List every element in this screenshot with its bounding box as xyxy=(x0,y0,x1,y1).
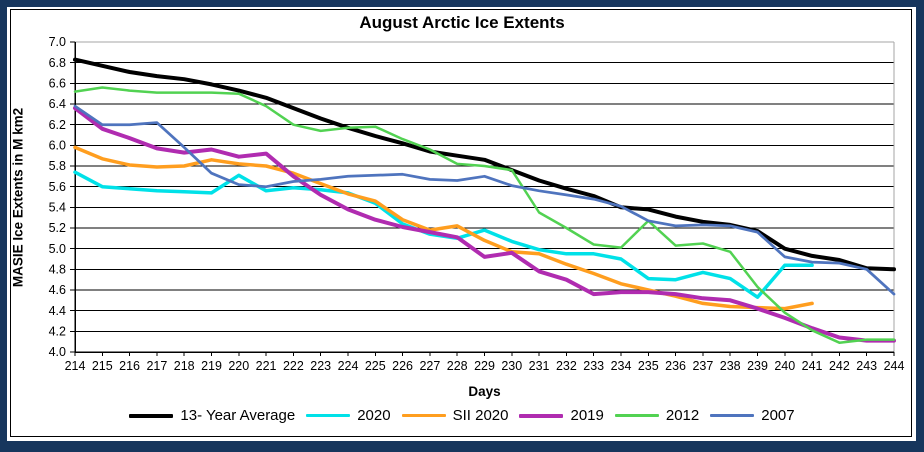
legend-item-sii-2020: SII 2020 xyxy=(401,407,509,424)
series-line-2012 xyxy=(73,86,896,344)
x-axis-tick-label: 229 xyxy=(474,359,495,373)
x-axis-tick-label: 215 xyxy=(92,359,113,373)
legend-line-swatch xyxy=(614,414,659,417)
y-axis-tick-label: 6.2 xyxy=(49,118,66,132)
x-axis-tick-label: 233 xyxy=(583,359,604,373)
y-axis-tick-label: 4.8 xyxy=(49,263,66,277)
y-axis-tick-label: 7.0 xyxy=(49,35,66,49)
x-axis-tick-label: 243 xyxy=(856,359,877,373)
legend: 13- Year Average 2020 SII 2020 2019 2012… xyxy=(0,407,924,424)
legend-label: 2020 xyxy=(357,407,391,424)
x-axis-tick-label: 244 xyxy=(884,359,905,373)
x-axis-tick-label: 216 xyxy=(119,359,140,373)
legend-line-swatch xyxy=(519,413,564,418)
x-axis-tick-label: 230 xyxy=(501,359,522,373)
legend-item-average: 13- Year Average xyxy=(129,407,295,424)
series-line-2019 xyxy=(73,106,896,343)
legend-line-swatch xyxy=(306,413,351,418)
y-axis-tick-label: 6.6 xyxy=(49,77,66,91)
x-axis-tick-label: 217 xyxy=(146,359,167,373)
legend-line-swatch xyxy=(129,413,174,418)
series-line-2007 xyxy=(73,104,896,296)
y-axis-tick-label: 4.4 xyxy=(49,304,66,318)
x-axis-tick-label: 214 xyxy=(65,359,86,373)
x-axis-tick-label: 239 xyxy=(747,359,768,373)
x-axis-tick-label: 241 xyxy=(802,359,823,373)
legend-item-2012: 2012 xyxy=(614,407,700,424)
x-axis-tick-label: 237 xyxy=(692,359,713,373)
x-axis-tick-label: 219 xyxy=(201,359,222,373)
legend-label: 2012 xyxy=(665,407,700,424)
legend-line-swatch xyxy=(401,413,446,418)
y-axis-tick-label: 5.4 xyxy=(49,201,66,215)
y-axis-title: MASIE Ice Extents in M km2 xyxy=(10,107,26,288)
x-axis-tick-label: 232 xyxy=(556,359,577,373)
legend-item-2007: 2007 xyxy=(710,407,795,424)
x-axis-tick-label: 235 xyxy=(638,359,659,373)
y-axis-tick-label: 4.6 xyxy=(49,283,66,297)
y-axis-tick-label: 6.8 xyxy=(49,56,66,70)
y-axis-tick-label: 4.2 xyxy=(49,325,66,339)
series-line-sii-2020 xyxy=(73,145,814,311)
y-axis-tick-label: 4.0 xyxy=(49,345,66,359)
legend-item-2020: 2020 xyxy=(306,407,391,424)
legend-item-2019: 2019 xyxy=(519,407,604,424)
y-axis-tick-label: 6.4 xyxy=(49,97,66,111)
legend-line-swatch xyxy=(710,414,755,417)
legend-label: 13- Year Average xyxy=(180,407,296,424)
x-axis-tick-label: 242 xyxy=(829,359,850,373)
chart-title: August Arctic Ice Extents xyxy=(359,13,565,32)
x-axis-tick-label: 226 xyxy=(392,359,413,373)
x-axis-tick-label: 225 xyxy=(365,359,386,373)
x-axis-tick-label: 227 xyxy=(419,359,440,373)
y-axis-tick-label: 5.8 xyxy=(49,159,66,173)
y-axis-tick-label: 5.2 xyxy=(49,221,66,235)
x-axis-tick-label: 224 xyxy=(338,359,359,373)
x-axis-tick-label: 220 xyxy=(228,359,249,373)
x-axis-tick-label: 228 xyxy=(447,359,468,373)
x-axis-tick-label: 218 xyxy=(174,359,195,373)
x-axis-tick-label: 236 xyxy=(665,359,686,373)
x-axis-tick-label: 231 xyxy=(529,359,550,373)
y-axis-tick-label: 5.6 xyxy=(49,180,66,194)
legend-label: 2007 xyxy=(761,407,795,424)
x-axis-title: Days xyxy=(468,384,501,399)
x-axis-tick-label: 222 xyxy=(283,359,304,373)
y-axis-tick-label: 6.0 xyxy=(49,139,66,153)
x-axis-tick-label: 240 xyxy=(774,359,795,373)
x-axis-tick-label: 223 xyxy=(310,359,331,373)
x-axis-tick-label: 234 xyxy=(611,359,632,373)
x-axis-tick-label: 221 xyxy=(256,359,277,373)
legend-label: SII 2020 xyxy=(452,407,509,424)
x-axis-tick-label: 238 xyxy=(720,359,741,373)
legend-label: 2019 xyxy=(570,407,604,424)
y-axis-tick-label: 5.0 xyxy=(49,242,66,256)
